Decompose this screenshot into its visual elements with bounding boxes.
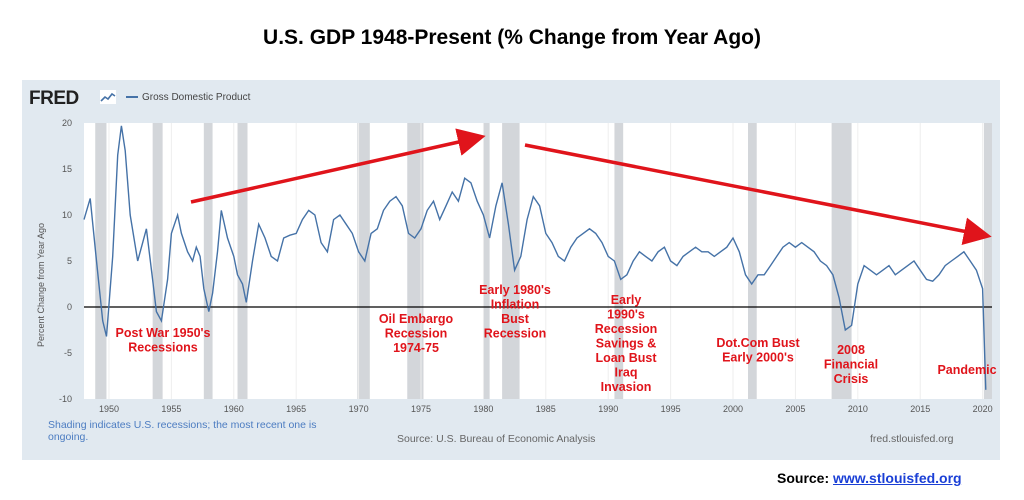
x-tick-label: 2000 [723, 404, 743, 414]
fred-logo[interactable]: FRED [29, 88, 79, 109]
gdp-series-line [83, 125, 987, 390]
x-tick-label: 2015 [910, 404, 930, 414]
recession-band [747, 123, 757, 399]
annotations: Post War 1950's Recessions Oil Embargo Rece… [116, 283, 997, 394]
x-tick-label: 1950 [99, 404, 119, 414]
x-tick-label: 1965 [286, 404, 306, 414]
recession-band [983, 123, 992, 399]
fred-url[interactable]: fred.stlouisfed.org [870, 433, 954, 445]
recession-band [237, 123, 248, 399]
x-tick-label: 1975 [411, 404, 431, 414]
y-tick-label: -10 [59, 394, 72, 404]
x-axis-ticks: 1950 1955 1960 1965 1970 1975 1980 1985 1990 1995… [99, 404, 993, 414]
source-footer: Source: www.stlouisfed.org [777, 470, 962, 486]
recession-band [152, 123, 163, 399]
annotation-label: Early 1980's Inflation Bust Recession [479, 283, 551, 341]
annotation-label: 2008 Financial Crisis [824, 343, 878, 386]
recession-footnote: Shading indicates U.S. recessions; the m… [48, 419, 317, 443]
recession-band [614, 123, 624, 399]
data-source: Source: U.S. Bureau of Economic Analysis [397, 433, 596, 445]
x-tick-label: 1955 [161, 404, 181, 414]
x-tick-label: 2010 [848, 404, 868, 414]
x-tick-label: 1990 [598, 404, 618, 414]
recession-band [483, 123, 490, 399]
y-tick-label: 10 [62, 210, 72, 220]
recession-band [502, 123, 520, 399]
x-tick-label: 1960 [224, 404, 244, 414]
recession-band [357, 123, 370, 399]
recession-shading [95, 123, 992, 399]
source-footer-label: Source: [777, 470, 830, 486]
fred-logo-chart-icon [100, 90, 116, 104]
legend-swatch [126, 96, 138, 99]
grid-lines [108, 123, 984, 399]
y-axis-ticks: -10 -5 0 5 10 15 20 [59, 118, 72, 404]
annotation-label: Post War 1950's Recessions [116, 326, 211, 355]
y-tick-label: 20 [62, 118, 72, 128]
annotation-label: Oil Embargo Recession 1974-75 [379, 312, 454, 355]
recession-band [831, 123, 852, 399]
y-tick-label: 15 [62, 164, 72, 174]
recession-band [203, 123, 213, 399]
page-title: U.S. GDP 1948-Present (% Change from Yea… [263, 26, 761, 49]
annotation-label: Dot.Com Bust Early 2000's [716, 336, 800, 365]
trend-arrow-up [190, 128, 486, 204]
y-tick-label: 0 [67, 302, 72, 312]
source-footer-link[interactable]: www.stlouisfed.org [833, 470, 962, 486]
x-tick-label: 1980 [473, 404, 493, 414]
y-tick-label: -5 [64, 348, 72, 358]
x-tick-label: 1970 [349, 404, 369, 414]
x-tick-label: 1985 [536, 404, 556, 414]
annotation-label: Early 1990's Recession Savings & Loan Bust Ir… [595, 293, 658, 394]
annotation-label: Pandemic [937, 363, 996, 377]
legend-label: Gross Domestic Product [142, 92, 251, 103]
x-tick-label: 1995 [661, 404, 681, 414]
legend: Gross Domestic Product [126, 92, 250, 103]
x-tick-label: 2020 [973, 404, 993, 414]
recession-band [95, 123, 107, 399]
trend-arrow-down [524, 143, 992, 246]
recession-band [407, 123, 424, 399]
x-tick-label: 2005 [785, 404, 805, 414]
y-tick-label: 5 [67, 256, 72, 266]
